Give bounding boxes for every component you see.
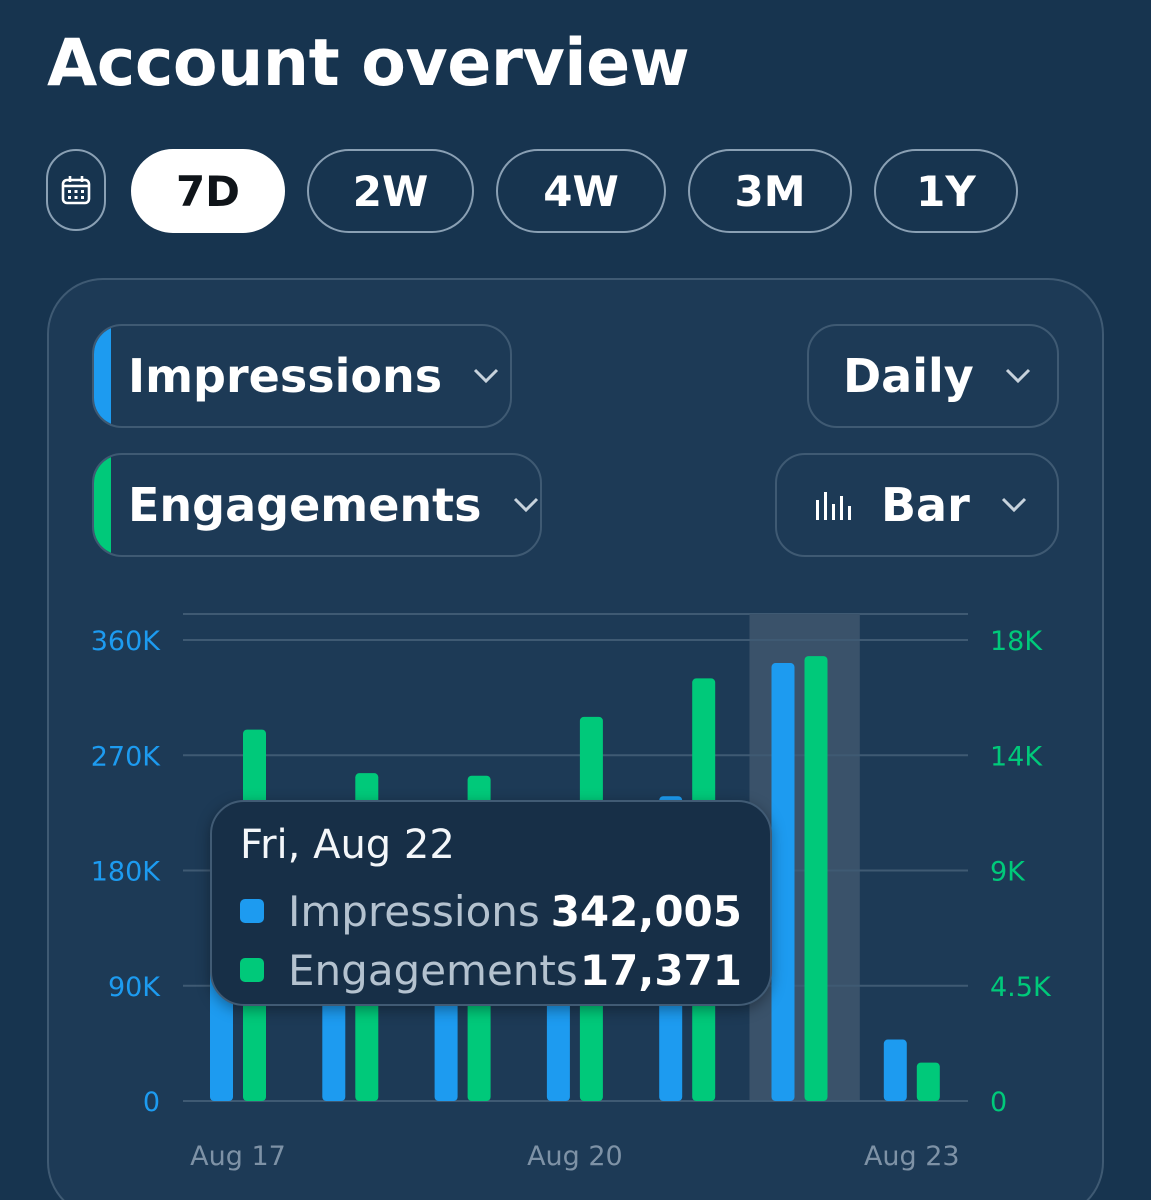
- bar-chart-icon: [816, 492, 851, 520]
- range-option-4w[interactable]: 4W: [496, 149, 666, 233]
- interval-select[interactable]: Daily: [807, 324, 1059, 428]
- x-tick-label: Aug 23: [864, 1141, 960, 1172]
- range-option-1y[interactable]: 1Y: [874, 149, 1018, 233]
- chevron-down-icon: [1001, 497, 1026, 513]
- engagements-bar: [916, 1062, 940, 1101]
- range-option-2w[interactable]: 2W: [307, 149, 474, 233]
- tooltip-date: Fri, Aug 22: [240, 822, 455, 868]
- calendar-icon: [61, 176, 91, 205]
- y-right-tick-label: 18K: [990, 626, 1043, 657]
- tooltip-series-name: Impressions: [288, 886, 540, 936]
- calendar-button[interactable]: [46, 149, 106, 231]
- metric-select-label: Impressions: [128, 349, 443, 403]
- interval-select-label: Daily: [843, 349, 974, 403]
- tooltip-series-value: 17,371: [579, 945, 742, 995]
- x-tick-label: Aug 17: [190, 1141, 286, 1172]
- metric-select-label: Engagements: [128, 478, 482, 532]
- date-range-selector: 7D 2W 4W 3M 1Y: [46, 149, 1046, 235]
- chart-tooltip: Fri, Aug 22 Impressions 342,005 Engageme…: [210, 800, 772, 1006]
- impressions-bar: [771, 663, 795, 1101]
- impressions-swatch: [240, 899, 264, 923]
- metric-select-engagements[interactable]: Engagements: [92, 453, 542, 557]
- y-left-tick-label: 0: [143, 1087, 160, 1118]
- engagements-bar: [804, 656, 828, 1101]
- y-left-tick-label: 270K: [91, 741, 162, 772]
- tooltip-series-name: Engagements: [288, 945, 578, 995]
- chevron-down-icon: [513, 497, 538, 513]
- y-left-tick-label: 90K: [108, 972, 161, 1003]
- impressions-color-accent: [94, 326, 111, 426]
- engagements-swatch: [240, 958, 264, 982]
- metric-select-impressions[interactable]: Impressions: [92, 324, 512, 428]
- y-left-tick-label: 360K: [91, 626, 162, 657]
- engagements-color-accent: [94, 455, 111, 555]
- range-option-7d[interactable]: 7D: [131, 149, 285, 233]
- y-left-tick-label: 180K: [91, 857, 162, 888]
- impressions-bar: [883, 1039, 907, 1101]
- range-option-3m[interactable]: 3M: [688, 149, 852, 233]
- chart-type-select[interactable]: Bar: [775, 453, 1059, 557]
- tooltip-row-engagements: Engagements 17,371: [240, 945, 742, 995]
- page-title: Account overview: [47, 26, 690, 101]
- y-right-tick-label: 4.5K: [990, 972, 1052, 1003]
- chart-type-label: Bar: [881, 478, 970, 532]
- tooltip-row-impressions: Impressions 342,005: [240, 886, 742, 936]
- chevron-down-icon: [474, 368, 499, 384]
- chevron-down-icon: [1005, 368, 1030, 384]
- tooltip-series-value: 342,005: [550, 886, 742, 936]
- x-tick-label: Aug 20: [527, 1141, 623, 1172]
- y-right-tick-label: 0: [990, 1087, 1007, 1118]
- y-right-tick-label: 9K: [990, 857, 1026, 888]
- y-right-tick-label: 14K: [990, 741, 1043, 772]
